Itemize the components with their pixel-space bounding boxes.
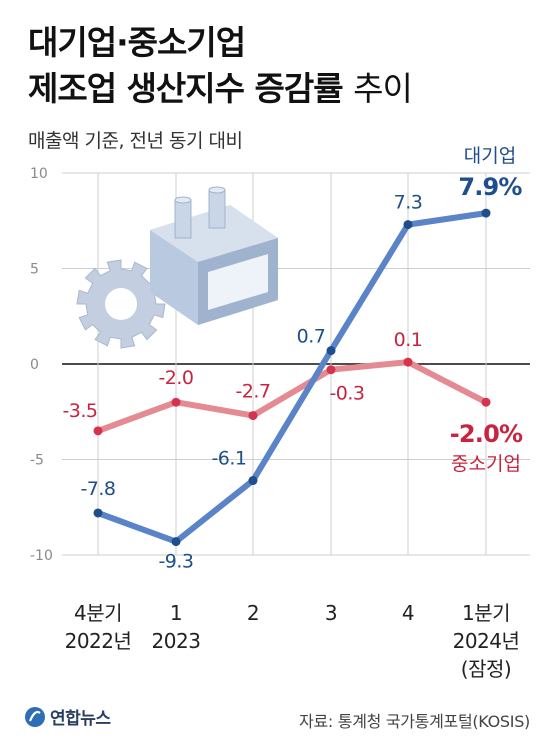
data-point-large bbox=[93, 508, 103, 518]
chart-title: 대기업·중소기업 제조업 생산지수 증감률 추이 bbox=[28, 20, 413, 112]
data-label-sme: -3.5 bbox=[62, 400, 97, 422]
x-tick-label: 1 bbox=[170, 601, 182, 625]
data-label-sme: -2.0 bbox=[158, 367, 193, 389]
x-tick-label: 2022년 bbox=[65, 629, 132, 653]
data-point-sme bbox=[326, 365, 336, 375]
x-tick-label: 3 bbox=[325, 601, 337, 625]
data-label-sme-final: -2.0% bbox=[450, 420, 523, 448]
y-tick-label: -5 bbox=[30, 453, 44, 469]
logo-text: 연합뉴스 bbox=[50, 709, 111, 729]
publisher-logo: 연합뉴스 bbox=[24, 704, 111, 729]
factory-roof bbox=[150, 205, 278, 262]
data-point-sme bbox=[481, 397, 491, 407]
series-line-large bbox=[95, 210, 489, 545]
data-label-large: 7.3 bbox=[394, 192, 423, 214]
title-line-2: 제조업 생산지수 증감률 추이 bbox=[28, 66, 413, 112]
y-tick-label: 5 bbox=[30, 262, 39, 278]
y-tick-label: -10 bbox=[30, 548, 53, 564]
title-line-1: 대기업·중소기업 bbox=[28, 23, 246, 62]
title-line-2-light: 추이 bbox=[353, 69, 413, 108]
factory-illustration bbox=[76, 186, 278, 349]
x-tick-label: 2 bbox=[247, 601, 259, 625]
x-tick-label: 2023 bbox=[152, 629, 201, 653]
data-point-large bbox=[481, 208, 491, 218]
y-tick-label: 0 bbox=[30, 357, 39, 373]
x-tick-label: 4분기 bbox=[74, 601, 122, 625]
data-point-large bbox=[248, 476, 258, 486]
factory-window bbox=[208, 254, 268, 310]
data-label-large: -6.1 bbox=[211, 448, 246, 470]
title-line-2-bold: 제조업 생산지수 증감률 bbox=[28, 69, 344, 108]
data-point-sme bbox=[171, 397, 181, 407]
data-label-sme: -0.3 bbox=[329, 383, 364, 405]
chimney bbox=[208, 189, 226, 229]
data-point-sme bbox=[403, 357, 413, 367]
data-point-large bbox=[326, 346, 336, 356]
data-label-sme: 0.1 bbox=[394, 329, 423, 351]
source-note: 자료: 통계청 국가통계포털(KOSIS) bbox=[299, 712, 530, 731]
y-tick-label: 10 bbox=[30, 166, 48, 182]
series-name-large: 대기업 bbox=[464, 145, 516, 167]
x-tick-label: 2024년 bbox=[453, 629, 520, 653]
logo-icon bbox=[25, 706, 45, 727]
gear-hole bbox=[105, 288, 137, 320]
data-label-sme: -2.7 bbox=[235, 381, 270, 403]
x-tick-label: (잠정) bbox=[461, 657, 511, 681]
data-point-sme bbox=[93, 426, 103, 436]
data-point-sme bbox=[248, 411, 258, 421]
data-label-large: -9.3 bbox=[158, 551, 193, 573]
data-label-large-final: 7.9% bbox=[458, 173, 522, 201]
series-name-sme: 중소기업 bbox=[451, 453, 521, 475]
data-label-large: -7.8 bbox=[80, 478, 115, 500]
chimney-top bbox=[174, 196, 192, 204]
series-line-sme bbox=[95, 359, 489, 434]
chimney bbox=[174, 199, 192, 239]
data-point-large bbox=[403, 220, 413, 230]
x-tick-label: 1분기 bbox=[462, 601, 510, 625]
chimney-top bbox=[208, 186, 226, 194]
data-point-large bbox=[171, 537, 181, 547]
x-tick-label: 4 bbox=[402, 601, 414, 625]
chart-subtitle: 매출액 기준, 전년 동기 대비 bbox=[28, 130, 243, 152]
data-label-large: 0.7 bbox=[297, 326, 326, 348]
